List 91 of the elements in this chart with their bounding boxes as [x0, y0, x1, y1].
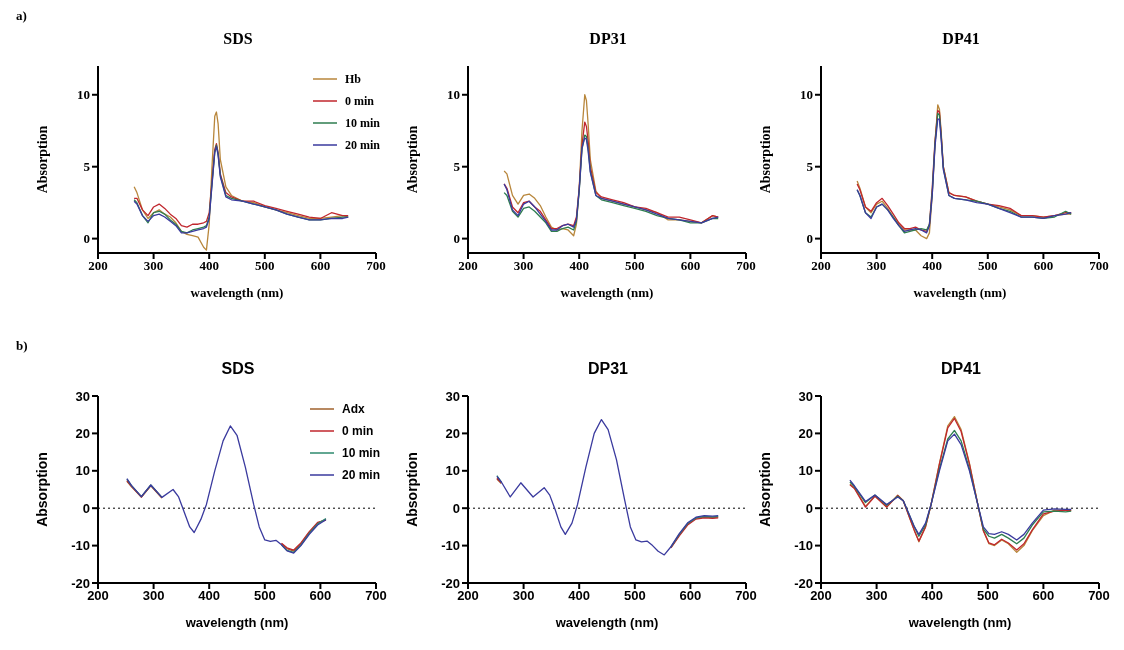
x-tick-label: 500 — [253, 588, 276, 604]
x-axis-title: wavelength (nm) — [907, 615, 1012, 630]
x-tick-label: 600 — [1033, 258, 1054, 274]
y-tick-label: 0 — [453, 231, 460, 247]
legend-label: 10 min — [344, 115, 380, 131]
x-tick-label: 700 — [735, 588, 757, 604]
x-tick-label: 500 — [976, 588, 999, 604]
x-tick-label: 300 — [142, 588, 165, 604]
y-axis-title: Absorption — [757, 125, 773, 194]
x-tick-label: 200 — [810, 588, 832, 604]
y-tick-label: 10 — [447, 87, 460, 103]
x-tick-label: 700 — [736, 258, 756, 274]
y-tick-label: 0 — [806, 231, 813, 247]
chart-title: SDS — [222, 30, 254, 48]
y-axis-title: Absorption — [33, 452, 50, 527]
chart-title: DP41 — [940, 360, 982, 378]
y-tick-label: 0 — [452, 500, 460, 516]
y-tick-label: 10 — [798, 463, 813, 479]
x-tick-label: 500 — [255, 258, 275, 274]
x-tick-label: 600 — [310, 258, 331, 274]
y-tick-label: 10 — [77, 87, 90, 103]
x-tick-label: 200 — [88, 258, 108, 274]
x-tick-label: 700 — [1089, 258, 1109, 274]
x-axis-title: wavelength (nm) — [560, 285, 654, 300]
y-tick-label: 20 — [445, 426, 460, 442]
x-tick-label: 700 — [365, 588, 387, 604]
chart-title: SDS — [220, 360, 256, 378]
y-tick-label: 5 — [83, 159, 91, 175]
x-tick-label: 600 — [680, 258, 701, 274]
x-tick-label: 300 — [512, 588, 535, 604]
x-tick-label: 500 — [978, 258, 998, 274]
y-axis-title: Absorption — [756, 452, 773, 527]
y-tick-label: 20 — [75, 426, 90, 442]
x-tick-label: 700 — [1088, 588, 1110, 604]
x-tick-label: 600 — [309, 588, 332, 604]
x-tick-label: 200 — [457, 588, 479, 604]
chart-title: DP41 — [941, 30, 981, 48]
x-axis-title: wavelength (nm) — [184, 615, 289, 630]
legend-label: 20 min — [344, 137, 380, 153]
x-tick-label: 500 — [625, 258, 645, 274]
legend-label: 0 min — [341, 424, 374, 438]
x-tick-label: 400 — [199, 258, 219, 274]
x-tick-label: 400 — [921, 588, 944, 604]
y-tick-label: 0 — [82, 500, 90, 516]
y-axis-title: Absorption — [403, 452, 420, 527]
x-axis-title: wavelength (nm) — [190, 285, 284, 300]
y-tick-label: 30 — [798, 388, 813, 404]
y-tick-label: 0 — [805, 500, 813, 516]
x-tick-label: 600 — [1032, 588, 1055, 604]
x-tick-label: 400 — [922, 258, 942, 274]
legend-label: Adx — [341, 402, 365, 416]
x-axis-title: wavelength (nm) — [554, 615, 659, 630]
y-tick-label: -20 — [441, 575, 460, 591]
x-tick-label: 200 — [87, 588, 109, 604]
x-tick-label: 300 — [143, 258, 164, 274]
y-tick-label: -10 — [71, 538, 90, 554]
x-tick-label: 300 — [866, 258, 887, 274]
chart-title: DP31 — [588, 30, 628, 48]
y-tick-label: 5 — [806, 159, 814, 175]
y-tick-label: -10 — [794, 538, 813, 554]
x-tick-label: 400 — [569, 258, 589, 274]
x-tick-label: 500 — [623, 588, 646, 604]
legend-label: 10 min — [341, 446, 380, 460]
chart-title: DP31 — [587, 360, 629, 378]
x-tick-label: 400 — [568, 588, 591, 604]
y-tick-label: -10 — [441, 538, 460, 554]
y-tick-label: 30 — [75, 388, 90, 404]
y-tick-label: -20 — [71, 575, 90, 591]
legend-label: Hb — [344, 71, 361, 87]
x-tick-label: 300 — [865, 588, 888, 604]
x-tick-label: 200 — [811, 258, 831, 274]
x-tick-label: 700 — [366, 258, 386, 274]
x-tick-label: 400 — [198, 588, 221, 604]
y-tick-label: 10 — [445, 463, 460, 479]
y-tick-label: -20 — [794, 575, 813, 591]
legend-label: 0 min — [344, 93, 374, 109]
x-tick-label: 200 — [458, 258, 478, 274]
y-tick-label: 20 — [798, 426, 813, 442]
text: a) — [16, 8, 27, 24]
x-axis-title: wavelength (nm) — [913, 285, 1007, 300]
y-tick-label: 0 — [83, 231, 90, 247]
y-tick-label: 30 — [445, 388, 460, 404]
y-axis-title: Absorption — [34, 125, 50, 194]
x-tick-label: 600 — [679, 588, 702, 604]
text: b) — [16, 338, 28, 354]
y-tick-label: 5 — [453, 159, 461, 175]
x-tick-label: 300 — [513, 258, 534, 274]
y-tick-label: 10 — [75, 463, 90, 479]
y-axis-title: Absorption — [404, 125, 420, 194]
legend-label: 20 min — [341, 468, 380, 482]
y-tick-label: 10 — [800, 87, 813, 103]
